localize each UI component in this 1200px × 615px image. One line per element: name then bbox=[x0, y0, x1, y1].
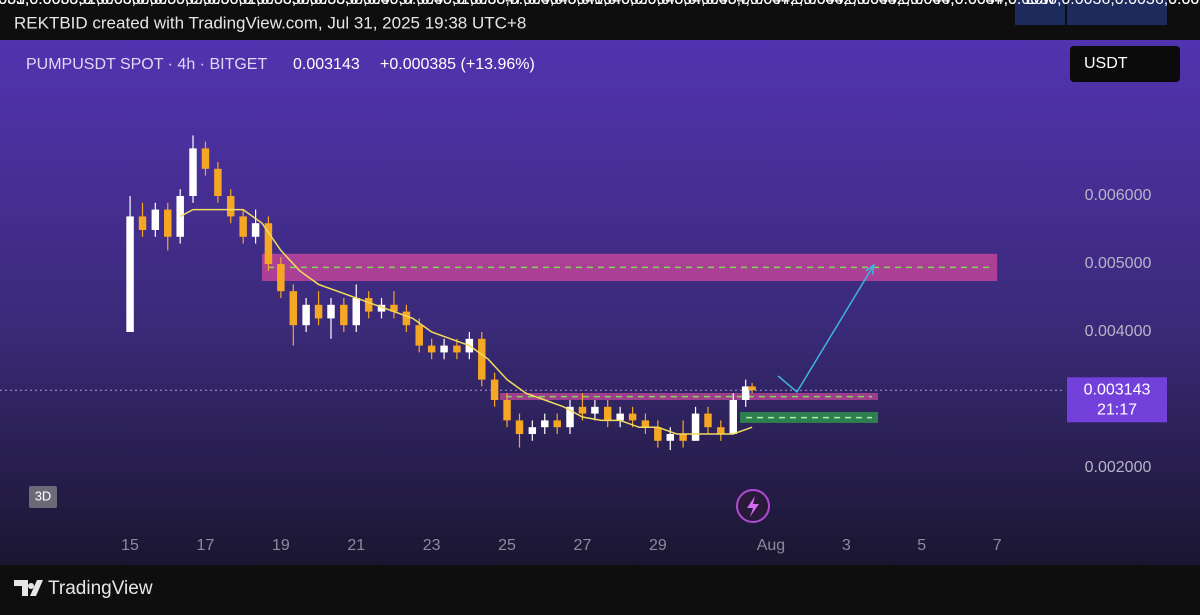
low-value-box bbox=[1067, 0, 1167, 25]
candle-body bbox=[704, 413, 712, 428]
candle-body bbox=[729, 400, 737, 434]
low-label-box bbox=[1015, 0, 1065, 25]
candle-body bbox=[679, 434, 687, 441]
x-tick-label: 21 bbox=[347, 537, 365, 554]
logo bbox=[14, 580, 43, 596]
low-label: Low bbox=[1025, 0, 1055, 8]
view-label[interactable]: 3D bbox=[35, 488, 52, 503]
view-button[interactable] bbox=[29, 486, 57, 508]
candle-body bbox=[603, 406, 612, 421]
candle-body bbox=[478, 338, 486, 380]
x-tick-label: Aug bbox=[757, 537, 785, 554]
candle-body bbox=[164, 209, 172, 237]
candle-body bbox=[302, 304, 310, 326]
y-tick-label: 0.002000 bbox=[1085, 459, 1152, 476]
candle-body bbox=[666, 434, 675, 441]
high-value: 0.006,0.0059,0.0059,0.0059,0.0061,0.0068… bbox=[0, 0, 1200, 8]
y-tick-label: 0.006000 bbox=[1085, 187, 1152, 204]
x-tick-label: 5 bbox=[917, 537, 926, 554]
zone bbox=[499, 392, 879, 400]
plot bbox=[0, 135, 1065, 451]
candle-body bbox=[628, 413, 637, 421]
candle-body bbox=[151, 209, 160, 230]
last-price: 0.003143 bbox=[293, 56, 360, 73]
candle-body bbox=[377, 304, 386, 312]
symbol: PUMPUSDT SPOT · 4h · BITGET bbox=[26, 56, 267, 73]
candle-body bbox=[641, 420, 650, 428]
footer-brand: TradingView bbox=[48, 578, 153, 599]
moving-average bbox=[179, 208, 753, 435]
candle-body bbox=[490, 379, 499, 400]
lightning bbox=[747, 496, 759, 517]
x-tick-label: 3 bbox=[842, 537, 851, 554]
arrow-head bbox=[865, 263, 875, 276]
zone bbox=[740, 411, 879, 423]
candle-body bbox=[453, 345, 461, 353]
candle-body bbox=[748, 386, 756, 391]
x-tick-label: 15 bbox=[121, 537, 139, 554]
candle-body bbox=[503, 400, 511, 421]
candle-body bbox=[126, 216, 134, 332]
candle-body bbox=[741, 386, 750, 400]
candle-body bbox=[717, 427, 725, 434]
candle-body bbox=[553, 420, 561, 428]
candle-body bbox=[226, 196, 235, 217]
projection-arrow bbox=[777, 264, 875, 394]
candle-body bbox=[214, 168, 222, 196]
candle-body bbox=[541, 420, 549, 428]
candle-body bbox=[327, 304, 335, 319]
x-tick-label: 25 bbox=[498, 537, 516, 554]
candle-body bbox=[578, 406, 587, 414]
candle-body bbox=[251, 223, 260, 237]
candle-body bbox=[528, 427, 537, 434]
price-change: +0.000385 (+13.96%) bbox=[380, 56, 535, 73]
countdown: 21:17 bbox=[1097, 401, 1137, 418]
candle-body bbox=[427, 345, 436, 353]
candle-body bbox=[277, 264, 285, 292]
y-tick-label: 0.004000 bbox=[1085, 323, 1152, 340]
candle-body bbox=[616, 413, 624, 421]
x-tick-label: 27 bbox=[574, 537, 592, 554]
y-tick-label: 0.005000 bbox=[1085, 255, 1152, 272]
candle-body bbox=[352, 298, 360, 326]
x-tick-label: 23 bbox=[423, 537, 441, 554]
x-tick-label: 29 bbox=[649, 537, 667, 554]
chart-area bbox=[0, 40, 1200, 565]
candle-body bbox=[314, 304, 323, 319]
currency-button[interactable] bbox=[1070, 46, 1180, 82]
candle-body bbox=[402, 311, 411, 326]
candle-body bbox=[264, 223, 273, 264]
candle-body bbox=[591, 406, 599, 414]
candle-body bbox=[138, 216, 147, 230]
candle-body bbox=[340, 304, 348, 326]
low-value: 0.004,0.0054,0.0054,0.0052,0.0053,0.0059… bbox=[0, 0, 1200, 8]
x-tick-label: 7 bbox=[993, 537, 1002, 554]
candle-body bbox=[364, 298, 373, 312]
currency-label[interactable]: USDT bbox=[1084, 55, 1128, 72]
header-text: REKTBID created with TradingView.com, Ju… bbox=[14, 13, 526, 32]
candle-body bbox=[515, 420, 524, 434]
candle-body bbox=[390, 304, 398, 312]
price-box-value: 0.003143 bbox=[1084, 381, 1151, 398]
bottom-bar bbox=[0, 565, 1200, 615]
candle-body bbox=[415, 325, 423, 346]
candle-body bbox=[566, 406, 574, 428]
candle-body bbox=[189, 148, 197, 196]
candle-body bbox=[289, 291, 298, 326]
candle-body bbox=[654, 427, 662, 441]
candle-body bbox=[691, 413, 700, 441]
candle-body bbox=[239, 216, 247, 237]
candle-body bbox=[440, 345, 448, 353]
top-bar bbox=[0, 0, 1200, 40]
price-box bbox=[1067, 377, 1167, 423]
candle-body bbox=[201, 148, 210, 169]
x-tick-label: 17 bbox=[197, 537, 215, 554]
x-tick-label: 19 bbox=[272, 537, 290, 554]
